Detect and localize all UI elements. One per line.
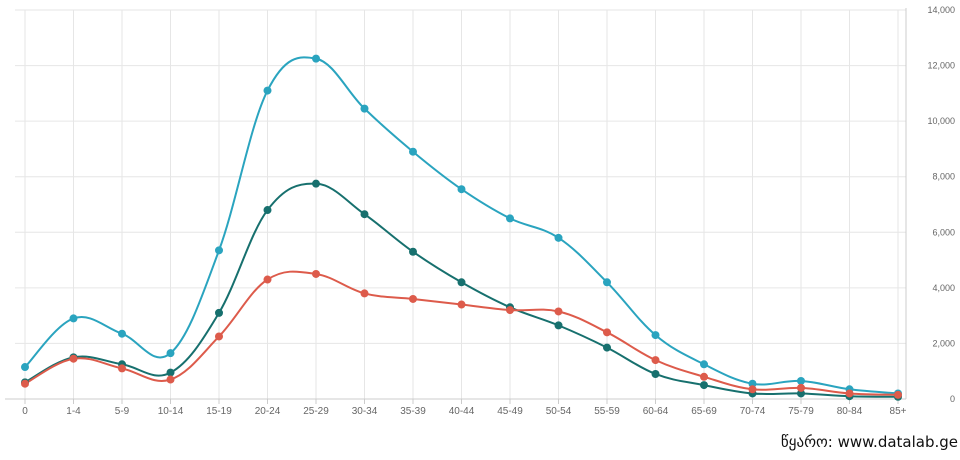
data-point[interactable] xyxy=(21,363,29,372)
data-point[interactable] xyxy=(215,332,223,341)
grid xyxy=(15,9,906,400)
source-credit: წყარო: www.datalab.ge xyxy=(780,433,958,451)
data-point[interactable] xyxy=(554,307,563,316)
data-point[interactable] xyxy=(457,300,466,309)
data-point[interactable] xyxy=(360,104,369,113)
data-point[interactable] xyxy=(360,289,369,298)
x-tick-label: 60-64 xyxy=(643,406,669,417)
data-point[interactable] xyxy=(312,269,320,278)
x-tick-label: 50-54 xyxy=(546,406,572,417)
data-point[interactable] xyxy=(409,247,417,256)
y-tick-label: 6,000 xyxy=(932,227,955,237)
y-tick-label: 12,000 xyxy=(927,61,955,71)
data-point[interactable] xyxy=(603,328,611,337)
y-tick-label: 8,000 xyxy=(932,172,955,182)
y-tick-label: 0 xyxy=(950,394,955,404)
data-point[interactable] xyxy=(409,294,417,303)
data-point[interactable] xyxy=(360,210,369,219)
data-point[interactable] xyxy=(21,379,29,388)
data-point[interactable] xyxy=(700,360,708,369)
data-point[interactable] xyxy=(700,372,708,381)
axes xyxy=(5,8,907,404)
x-tick-label: 40-44 xyxy=(449,406,475,417)
data-point[interactable] xyxy=(603,343,611,352)
x-tick-label: 0 xyxy=(22,406,28,417)
data-points xyxy=(21,54,902,401)
x-tick-label: 25-29 xyxy=(303,406,329,417)
x-tick-label: 10-14 xyxy=(158,406,184,417)
data-point[interactable] xyxy=(651,331,660,340)
data-point[interactable] xyxy=(69,354,78,363)
x-tick-label: 20-24 xyxy=(255,406,281,417)
x-tick-label: 30-34 xyxy=(352,406,378,417)
data-point[interactable] xyxy=(166,368,175,377)
data-point[interactable] xyxy=(651,369,660,378)
data-point[interactable] xyxy=(651,356,660,365)
data-point[interactable] xyxy=(506,214,514,223)
data-point[interactable] xyxy=(845,389,854,398)
data-point[interactable] xyxy=(506,306,514,315)
data-point[interactable] xyxy=(166,349,175,358)
x-tick-label: 85+ xyxy=(890,406,907,417)
line-chart: 0 2,000 4,000 6,000 8,000 10,000 12,000 14,000 0… xyxy=(5,5,955,417)
x-tick-label: 45-49 xyxy=(497,406,523,417)
data-point[interactable] xyxy=(263,206,272,215)
y-tick-label: 14,000 xyxy=(927,5,955,15)
x-tick-label: 5-9 xyxy=(115,406,130,417)
data-point[interactable] xyxy=(166,375,175,384)
data-point[interactable] xyxy=(118,329,126,338)
data-point[interactable] xyxy=(215,246,223,255)
x-tick-label: 35-39 xyxy=(400,406,426,417)
y-tick-label: 10,000 xyxy=(927,116,955,126)
data-point[interactable] xyxy=(118,364,126,373)
data-point[interactable] xyxy=(263,86,272,95)
data-point[interactable] xyxy=(748,385,757,394)
data-point[interactable] xyxy=(409,147,417,156)
data-point[interactable] xyxy=(797,389,805,398)
y-tick-label: 2,000 xyxy=(932,338,955,348)
data-point[interactable] xyxy=(215,308,223,317)
data-point[interactable] xyxy=(748,379,757,388)
y-tick-label: 4,000 xyxy=(932,283,955,293)
data-point[interactable] xyxy=(700,381,708,390)
data-point[interactable] xyxy=(457,278,466,287)
data-point[interactable] xyxy=(554,233,563,242)
x-tick-label: 15-19 xyxy=(206,406,232,417)
data-point[interactable] xyxy=(554,321,563,330)
data-point[interactable] xyxy=(263,275,272,284)
data-point[interactable] xyxy=(457,185,466,194)
x-tick-label: 70-74 xyxy=(740,406,766,417)
data-point[interactable] xyxy=(797,383,805,392)
x-tick-label: 55-59 xyxy=(594,406,620,417)
tick-labels: 0 2,000 4,000 6,000 8,000 10,000 12,000 14,000 0… xyxy=(22,5,955,417)
data-point[interactable] xyxy=(69,314,78,323)
data-point[interactable] xyxy=(603,278,611,287)
data-point[interactable] xyxy=(312,54,320,63)
x-tick-label: 65-69 xyxy=(691,406,717,417)
data-point[interactable] xyxy=(894,390,902,399)
x-tick-label: 1-4 xyxy=(66,406,81,417)
data-point[interactable] xyxy=(797,376,805,385)
data-point[interactable] xyxy=(312,179,320,188)
x-tick-label: 75-79 xyxy=(788,406,814,417)
x-tick-label: 80-84 xyxy=(837,406,863,417)
